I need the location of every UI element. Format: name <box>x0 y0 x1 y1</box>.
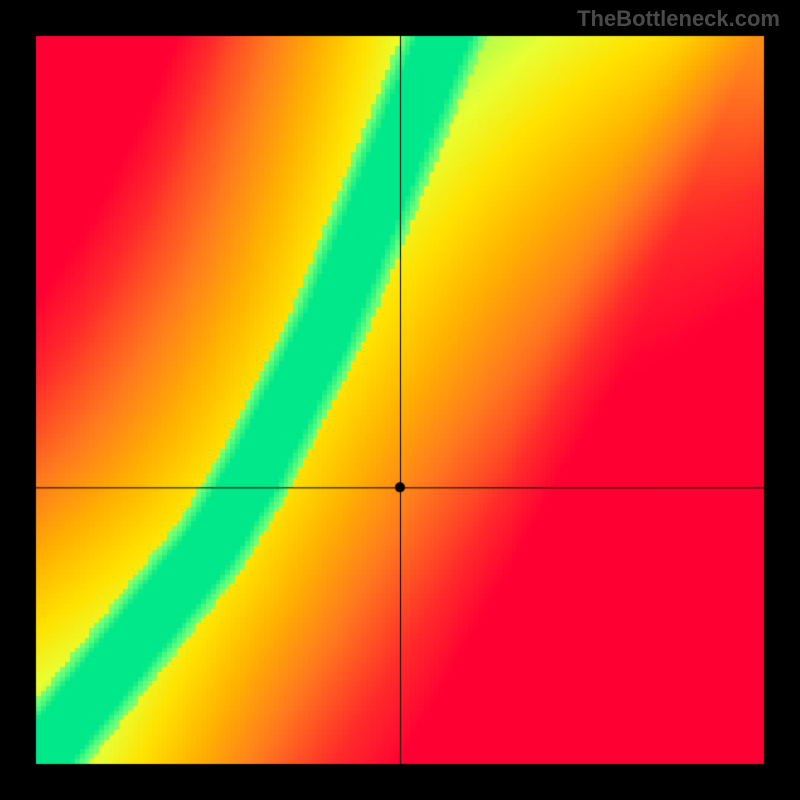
heatmap-canvas <box>0 0 800 800</box>
watermark-text: TheBottleneck.com <box>577 6 780 32</box>
chart-container: { "watermark": { "text": "TheBottleneck.… <box>0 0 800 800</box>
